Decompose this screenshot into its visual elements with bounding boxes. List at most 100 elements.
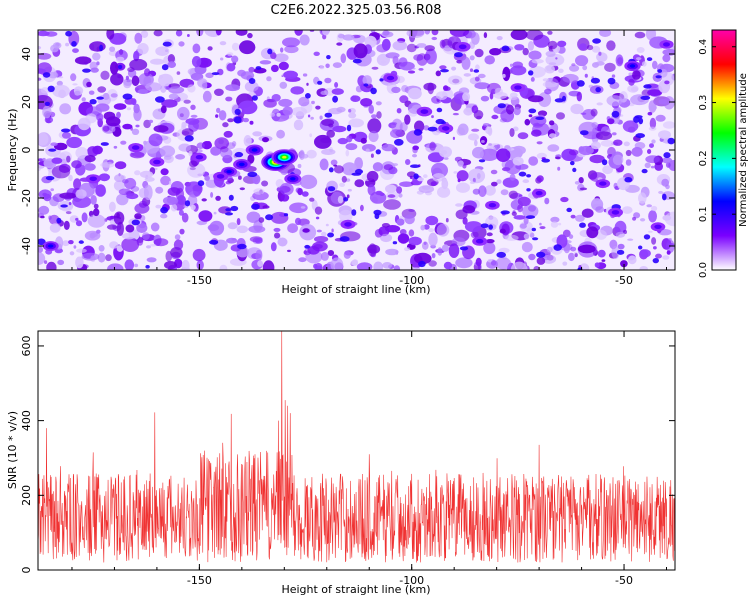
heatmap-speckle [287,223,298,234]
heatmap-speckle [490,169,498,175]
heatmap-speckle [342,34,355,41]
heatmap-speckle [550,216,560,223]
heatmap-speckle [44,116,54,124]
heatmap-speckle [575,55,589,67]
heatmap-speckle [161,64,169,71]
heatmap-hotspot [472,236,488,246]
heatmap-speckle [375,101,382,106]
heatmap-speckle [369,191,387,204]
heatmap-speckle [193,184,202,197]
heatmap-hotspot [595,179,611,189]
heatmap-speckle [276,112,281,117]
heatmap-speckle [234,108,241,115]
heatmap-speckle [74,90,81,96]
heatmap-speckle [225,180,232,185]
heatmap-speckle [114,174,125,183]
heatmap-speckle [662,255,670,260]
heatmap-speckle [271,94,281,102]
x-tick-label: -100 [399,274,424,287]
heatmap-speckle [431,253,436,259]
heatmap-speckle [192,248,206,262]
heatmap-speckle [638,245,643,250]
heatmap-speckle [214,137,229,150]
heatmap-speckle [606,95,623,107]
heatmap-speckle [454,52,463,58]
heatmap-speckle [253,188,265,195]
heatmap-speckle [485,126,492,135]
heatmap-speckle [107,263,124,270]
heatmap-speckle [448,243,460,258]
heatmap-speckle [68,240,74,245]
heatmap-speckle [131,98,137,106]
heatmap-speckle [61,132,72,139]
heatmap-speckle [416,43,427,48]
heatmap-speckle [114,161,127,170]
heatmap-speckle [62,240,70,247]
heatmap-speckle [432,173,445,182]
heatmap-speckle [472,188,481,195]
heatmap-speckle [471,128,480,132]
heatmap-speckle [143,184,153,201]
heatmap-speckle [75,189,87,199]
heatmap-speckle [488,143,492,146]
heatmap-speckle [144,68,151,77]
heatmap-hotspot [271,149,298,166]
heatmap-speckle [385,52,400,59]
heatmap-speckle [634,142,646,150]
heatmap-speckle [545,50,556,58]
heatmap-speckle [258,217,265,223]
heatmap-speckle [422,241,429,250]
heatmap-speckle [205,72,214,79]
heatmap-speckle [47,71,59,79]
heatmap-speckle [501,45,510,52]
heatmap-speckle [325,223,329,227]
heatmap-hotspot [128,143,144,153]
heatmap-speckle [210,192,214,198]
heatmap-speckle [52,84,70,98]
heatmap-speckle [495,257,512,270]
heatmap-speckle [470,231,479,239]
heatmap-speckle [628,78,635,86]
heatmap-speckle [531,227,536,232]
heatmap-speckle [437,247,443,256]
heatmap-speckle [276,129,285,139]
heatmap-speckle [122,179,129,184]
heatmap-speckle [568,252,575,262]
heatmap-speckle [595,87,601,93]
heatmap-speckle [66,155,71,163]
heatmap-hotspot [485,200,500,210]
x-tick-label: -50 [615,574,633,587]
heatmap-speckle [547,77,553,82]
heatmap-speckle [170,203,178,212]
heatmap-speckle [118,188,132,196]
heatmap-speckle [40,87,50,94]
heatmap-speckle [99,44,104,52]
heatmap-speckle [144,177,155,182]
heatmap-speckle [395,75,405,84]
heatmap-speckle [595,206,604,213]
heatmap-speckle [126,193,139,200]
heatmap-speckle [197,180,205,187]
heatmap-speckle [187,34,190,37]
heatmap-speckle [496,36,503,41]
heatmap-speckle [270,242,277,252]
heatmap-speckle [295,217,302,226]
heatmap-speckle [215,195,221,201]
heatmap-speckle [371,114,377,119]
heatmap-speckle [301,154,309,159]
heatmap-speckle [625,159,632,166]
heatmap-speckle [484,185,496,196]
heatmap-speckle [634,31,646,39]
hotspot-contour [238,162,245,167]
heatmap-speckle [536,257,546,265]
heatmap-speckle [283,213,289,217]
heatmap-speckle [428,232,438,247]
colorbar-ticks: 0.0 0.1 0.2 0.3 0.4 [698,39,736,278]
heatmap-speckle [124,259,135,270]
heatmap-speckle [578,177,584,184]
heatmap-speckle [321,148,336,155]
heatmap-speckle [75,217,79,221]
heatmap-speckle [153,238,169,247]
heatmap-speckle [226,63,236,72]
heatmap-speckle [38,252,46,265]
